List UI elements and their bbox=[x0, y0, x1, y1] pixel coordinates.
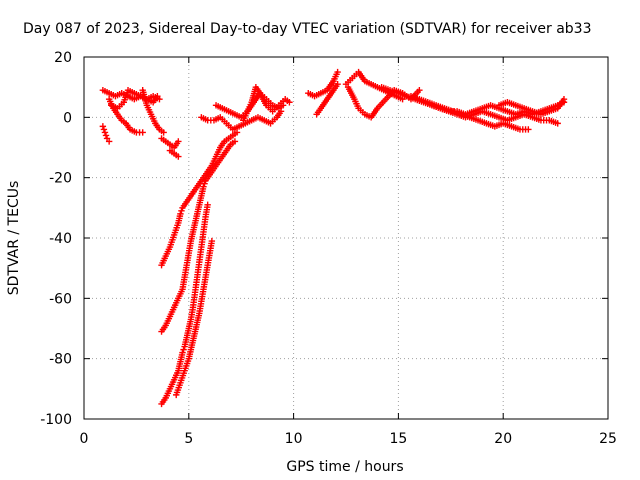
data-point bbox=[334, 80, 341, 88]
series-arc-12 bbox=[198, 108, 285, 133]
data-point bbox=[101, 129, 109, 136]
data-point bbox=[178, 207, 185, 215]
data-point bbox=[416, 86, 423, 94]
data-point bbox=[525, 126, 532, 133]
data-point bbox=[154, 93, 161, 100]
y-axis-tick-labels: -100 -80 -60 -40 -20 0 20 bbox=[40, 50, 72, 428]
data-point bbox=[179, 349, 186, 356]
series-arc-4 bbox=[139, 86, 167, 136]
series-arc-8 bbox=[158, 129, 241, 269]
x-tick-label: 10 bbox=[285, 431, 303, 447]
data-point bbox=[554, 120, 561, 127]
series-arc-5 bbox=[99, 123, 113, 145]
data-point bbox=[286, 99, 293, 106]
series-arc-14 bbox=[240, 83, 287, 124]
series-arc-2 bbox=[108, 86, 161, 112]
x-axis-tick-labels: 0 5 10 15 20 25 bbox=[80, 431, 617, 447]
data-point bbox=[139, 129, 146, 136]
series-arc-21 bbox=[428, 99, 568, 118]
data-point bbox=[201, 180, 208, 187]
data-point bbox=[100, 126, 108, 133]
series-arc-7 bbox=[166, 147, 182, 160]
y-tick-label: -40 bbox=[49, 231, 72, 247]
y-tick-label: 20 bbox=[54, 50, 72, 66]
series-arc-3 bbox=[105, 96, 146, 136]
data-point bbox=[231, 138, 239, 145]
x-tick-label: 15 bbox=[389, 431, 407, 447]
data-point bbox=[177, 210, 184, 218]
data-point bbox=[279, 102, 287, 109]
series-arc-22 bbox=[495, 96, 568, 118]
x-tick-label: 20 bbox=[494, 431, 512, 447]
data-point bbox=[560, 96, 568, 103]
y-tick-label: -80 bbox=[49, 352, 72, 368]
chart-title: Day 087 of 2023, Sidereal Day-to-day VTE… bbox=[23, 21, 592, 37]
x-tick-label: 5 bbox=[184, 431, 193, 447]
data-point bbox=[99, 123, 107, 130]
series-arc-15 bbox=[305, 68, 341, 100]
data-points bbox=[99, 68, 568, 408]
series-arc-10 bbox=[158, 201, 211, 408]
y-axis-label: SDTVAR / TECUs bbox=[6, 181, 22, 296]
data-point bbox=[102, 132, 110, 139]
y-tick-label: 0 bbox=[63, 110, 72, 126]
y-tick-label: -20 bbox=[49, 171, 72, 187]
x-axis-label: GPS time / hours bbox=[286, 459, 403, 475]
series-arc-16 bbox=[313, 80, 341, 118]
series-arc-9 bbox=[158, 138, 239, 335]
y-tick-label: -100 bbox=[40, 412, 72, 428]
x-tick-label: 25 bbox=[599, 431, 617, 447]
data-point bbox=[204, 201, 211, 209]
series-arc-6 bbox=[158, 135, 182, 151]
series-arc-11 bbox=[173, 237, 216, 399]
data-point bbox=[180, 346, 187, 353]
axis-ticks bbox=[83, 56, 609, 420]
data-point bbox=[175, 153, 182, 160]
data-point bbox=[175, 138, 182, 145]
y-tick-label: -60 bbox=[49, 291, 72, 307]
data-point bbox=[208, 237, 216, 245]
data-point bbox=[160, 129, 167, 136]
data-point bbox=[334, 68, 341, 76]
x-tick-label: 0 bbox=[80, 431, 89, 447]
data-point bbox=[105, 138, 113, 145]
data-point bbox=[200, 183, 207, 190]
